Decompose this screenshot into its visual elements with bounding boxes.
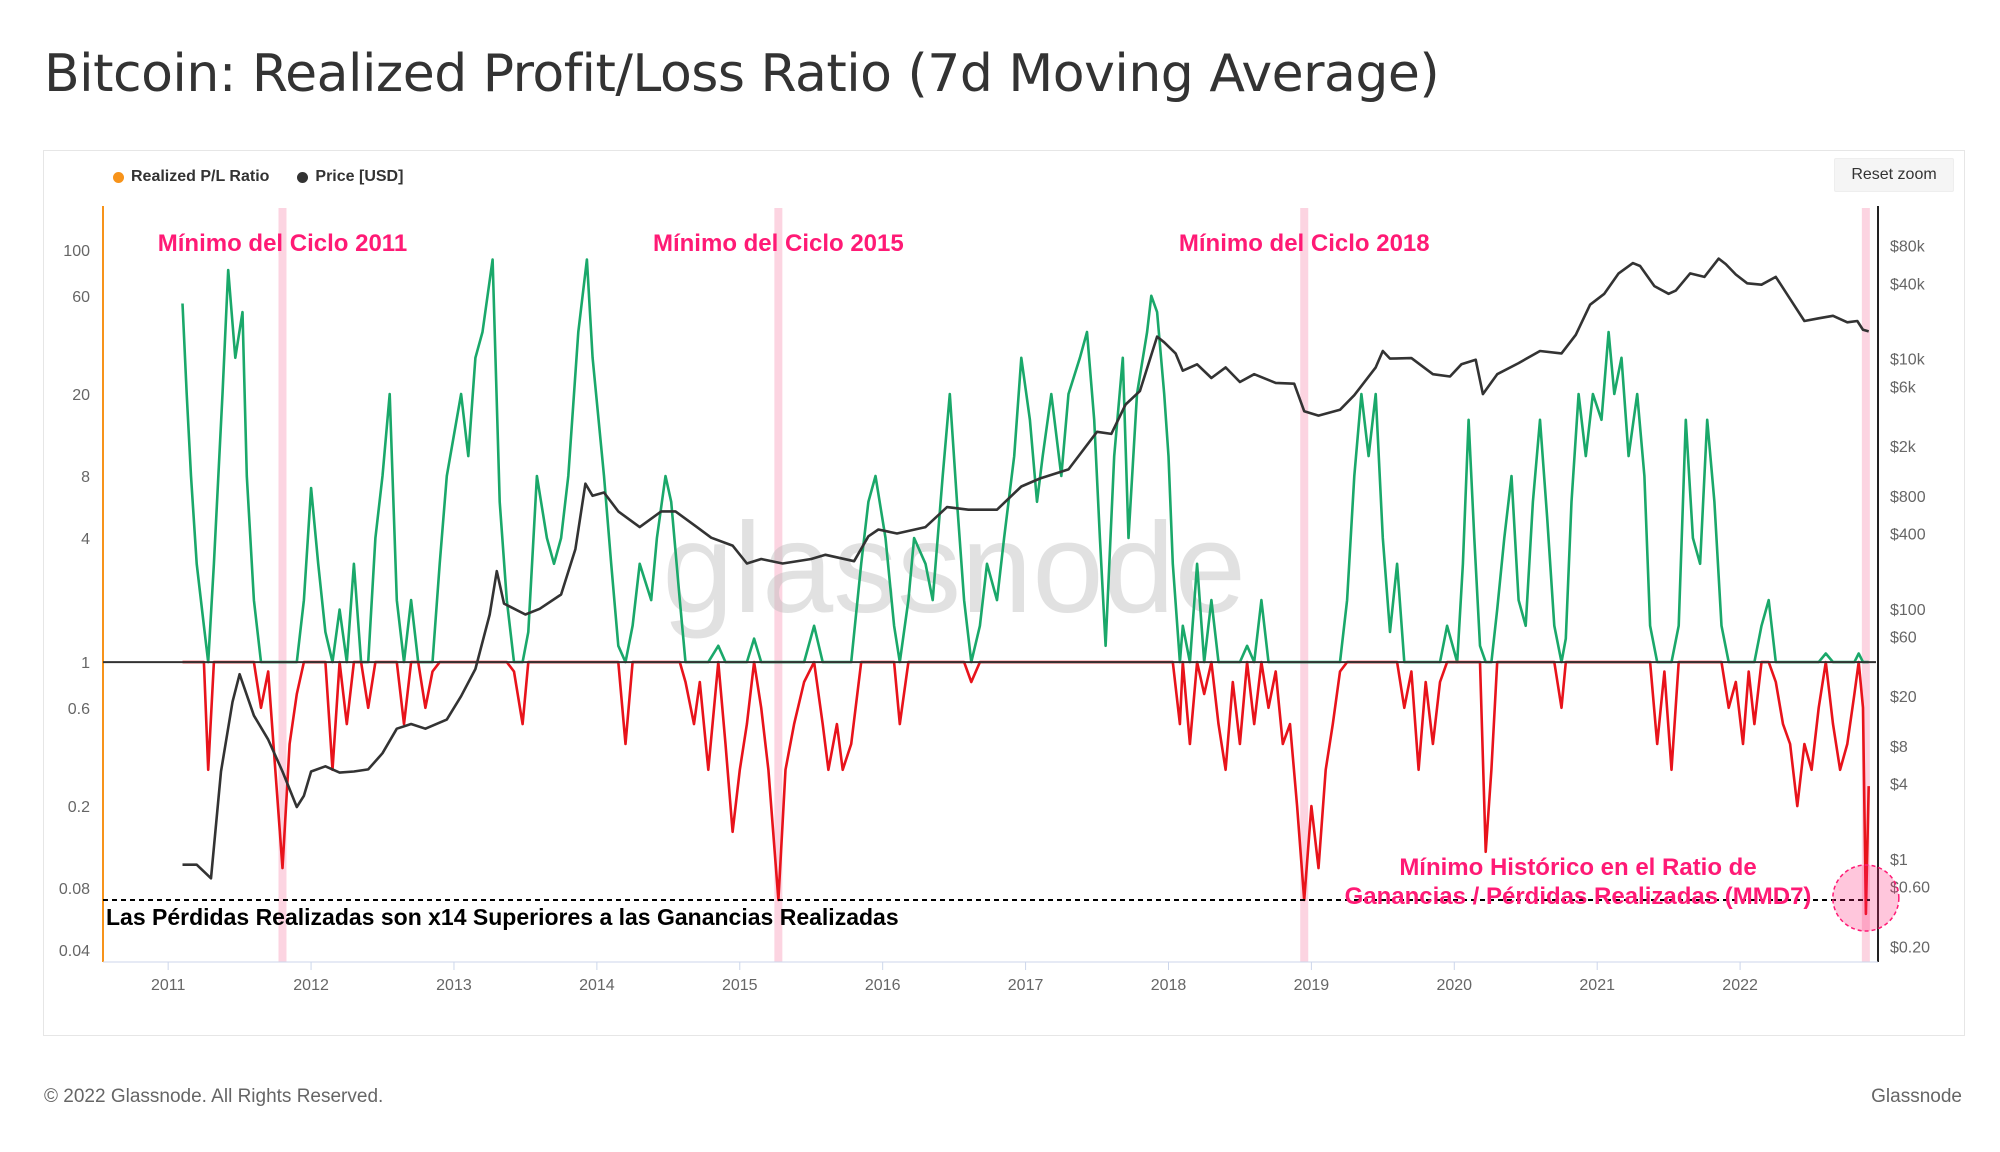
legend-item-price[interactable]: Price [USD]	[297, 168, 403, 186]
page-title: Bitcoin: Realized Profit/Loss Ratio (7d …	[44, 44, 1440, 104]
footer-copyright: © 2022 Glassnode. All Rights Reserved.	[44, 1086, 384, 1107]
legend-item-realized-pl[interactable]: Realized P/L Ratio	[113, 168, 269, 186]
legend-dot-dark-icon	[297, 171, 309, 183]
chart-legend[interactable]: Realized P/L Ratio Price [USD]	[113, 168, 403, 186]
reset-zoom-button[interactable]: Reset zoom	[1834, 158, 1954, 192]
chart-panel	[43, 150, 1965, 1036]
legend-label: Realized P/L Ratio	[131, 168, 270, 185]
legend-dot-orange-icon	[113, 171, 124, 183]
legend-label: Price [USD]	[315, 168, 404, 185]
footer-brand: Glassnode	[1871, 1086, 1962, 1107]
